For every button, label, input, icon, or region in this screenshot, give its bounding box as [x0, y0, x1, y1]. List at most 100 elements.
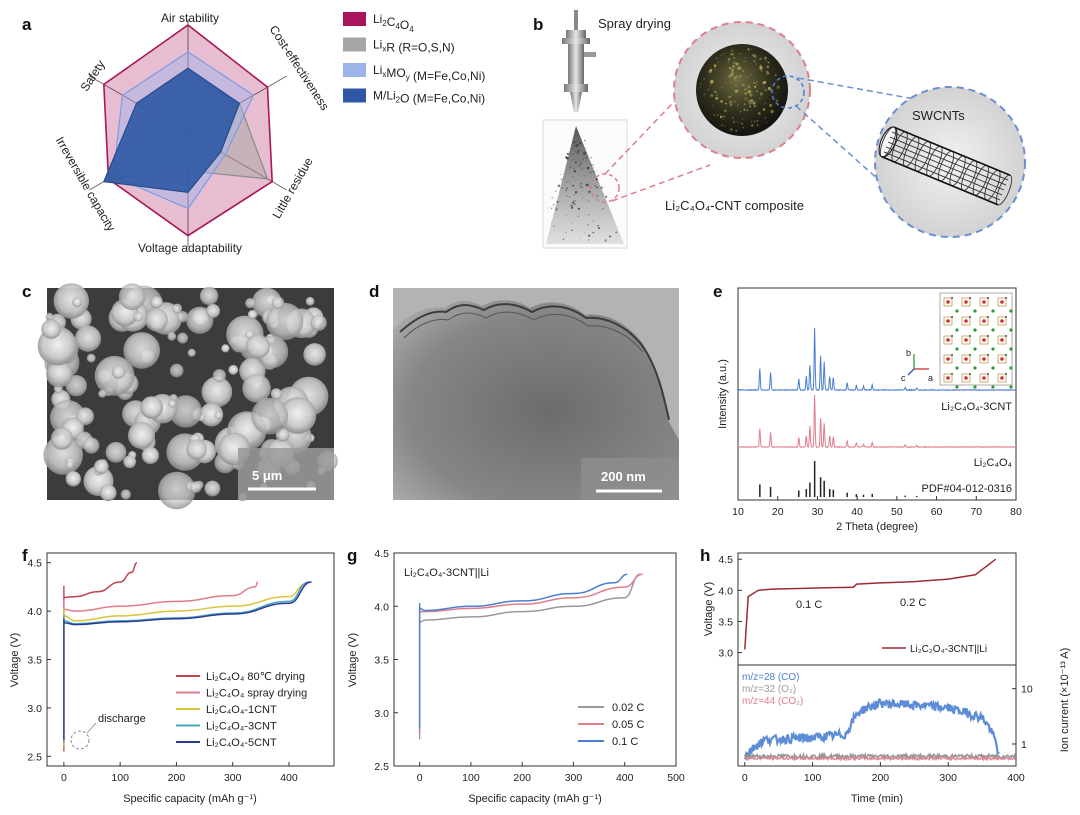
droplet [577, 165, 579, 167]
crystal-atom-o [982, 376, 986, 380]
droplet [570, 204, 572, 207]
speck [750, 124, 754, 127]
speck [739, 53, 742, 55]
f-ytick-label: 3.5 [27, 655, 42, 667]
sem-particle [228, 364, 239, 375]
speck [723, 52, 725, 55]
speck [737, 89, 739, 92]
f-legend: Li₂C₄O₄ 80℃ drying Li₂C₄O₄ spray drying Li… [176, 671, 307, 749]
speck [730, 53, 732, 56]
crystal-atom-li [973, 366, 977, 370]
h-xtick-label: 200 [872, 772, 890, 784]
speck [727, 57, 731, 61]
spray-cone [546, 126, 624, 244]
tube-edge [881, 156, 999, 206]
radar-axis-label-2: Little residue [269, 155, 315, 221]
panel-e: e 10 20 30 40 50 60 70 80 Intensity (a.u.) 2 Th… [713, 282, 1022, 533]
g-ytick-label: 3.5 [374, 655, 389, 667]
crystal-atom-o [946, 376, 950, 380]
composite-label: Li₂C₄O₄-CNT composite [665, 198, 804, 213]
crystal-atom-li [955, 328, 959, 332]
f-legend-text-3: Li₂C₄O₄-3CNT [206, 721, 277, 733]
speck [720, 114, 722, 116]
speck [750, 73, 752, 76]
droplet [605, 195, 608, 198]
crystal-cell [979, 316, 989, 326]
sem-particle [46, 360, 73, 388]
sem-particle [65, 460, 74, 469]
crystal-atom-c [950, 315, 954, 319]
ms-o2-label: m/z=32 (O₂) [742, 684, 796, 695]
speck [753, 60, 756, 62]
radar-axis-label-3: Voltage adaptability [138, 241, 242, 255]
speck [764, 89, 767, 92]
xrd-traces: 10 20 30 40 50 60 70 80 [732, 327, 1022, 518]
g-xtick-label: 200 [513, 772, 531, 784]
legend-text-2: LixMOy (M=Fe,Co,Ni) [373, 63, 485, 83]
sem-particle [204, 480, 221, 497]
droplet [590, 163, 592, 166]
speck [766, 122, 768, 124]
speck [748, 49, 750, 51]
crystal-atom-c [1004, 353, 1008, 357]
droplet [575, 200, 576, 202]
h-ion-trace-2 [744, 754, 1017, 762]
speck [758, 112, 761, 115]
crystal-atom-c [1004, 296, 1008, 300]
droplet [546, 207, 548, 209]
sem-particle [303, 343, 326, 366]
speck [751, 54, 753, 57]
tem-edge-2 [403, 311, 644, 353]
f-curve-4 [63, 581, 312, 626]
crystal-atom-o [964, 357, 968, 361]
speck [759, 68, 762, 71]
speck [716, 113, 719, 117]
legend-2-mid: MO [386, 66, 405, 80]
crystal-atom-o [946, 319, 950, 323]
speck [720, 100, 723, 103]
speck [738, 74, 742, 78]
speck [744, 97, 748, 101]
droplet [595, 178, 598, 181]
speck [756, 124, 759, 126]
g-curves: 2.5 3.0 3.5 4.0 4.5 0 100 200 300 400 500 [374, 548, 685, 784]
speck [720, 124, 723, 127]
speck [753, 54, 757, 58]
speck [709, 84, 711, 87]
droplet [573, 158, 575, 160]
droplet [580, 186, 583, 189]
radar-axis-label-0: Air stability [161, 11, 219, 25]
speck [720, 54, 722, 57]
speck [742, 127, 745, 129]
sem-particle [94, 459, 109, 475]
discharge-label: discharge [98, 713, 146, 725]
crystal-cell [961, 297, 971, 307]
speck [752, 53, 756, 57]
h-ytick-label: 3.0 [718, 648, 733, 660]
crystal-atom-c [968, 296, 972, 300]
droplet [572, 176, 574, 178]
crystal-atom-c [986, 296, 990, 300]
speck [731, 68, 734, 72]
f-legend-text-2: Li₂C₄O₄-1CNT [206, 704, 277, 716]
speck [733, 58, 735, 60]
tube-line [891, 131, 1009, 181]
speck [723, 115, 726, 118]
sem-particle [83, 437, 100, 454]
crystal-cell [943, 297, 953, 307]
speck [735, 84, 738, 88]
crystal-atom-li [1009, 347, 1013, 351]
droplet [588, 213, 590, 216]
crystal-atom-li [991, 309, 995, 313]
speck [735, 79, 737, 81]
speck [752, 102, 754, 104]
sem-particle [199, 286, 219, 306]
droplet [571, 203, 573, 204]
speck [766, 71, 770, 75]
speck [717, 61, 720, 64]
droplet [566, 152, 569, 155]
crystal-atom-c [950, 372, 954, 376]
crystal-atom-o [1000, 376, 1004, 380]
droplet [570, 206, 574, 209]
g-axes [393, 552, 677, 767]
